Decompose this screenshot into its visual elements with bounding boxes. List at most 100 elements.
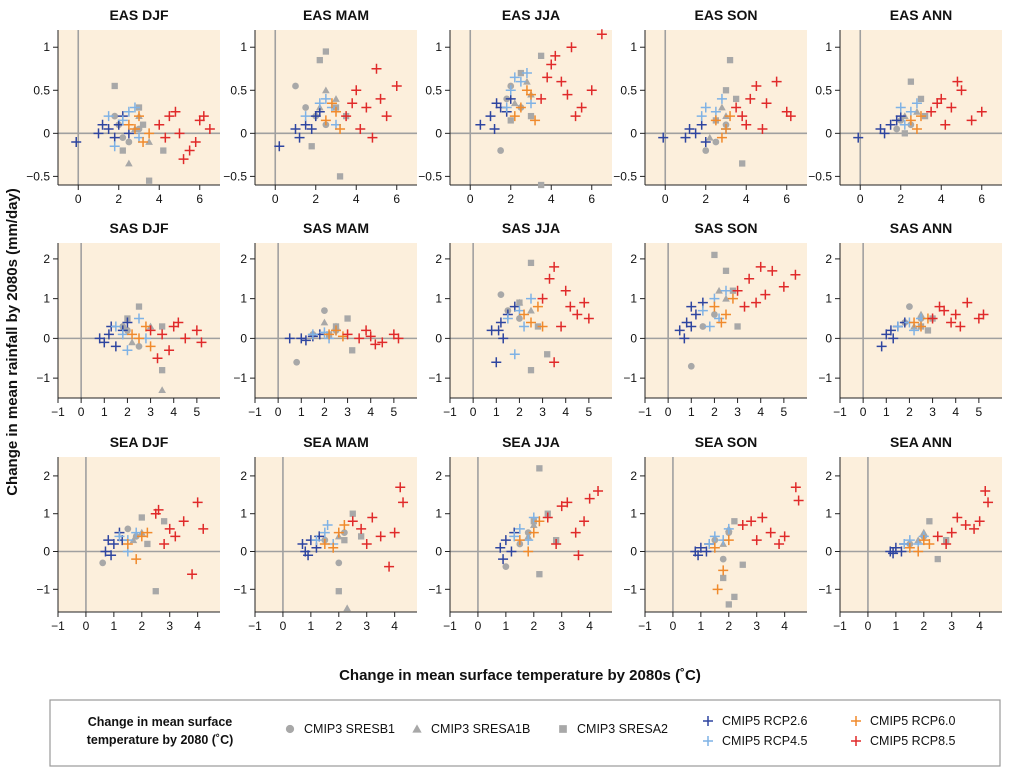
legend-marker (703, 716, 713, 726)
point-cmip5-rcp8-5 (731, 102, 742, 113)
point-cmip5-rcp4-5 (311, 535, 322, 546)
panel-sas-jja: SAS JJA −1 0 1 2 3 4 5 −1 0 1 2 (428, 220, 612, 419)
point-cmip5-rcp2-6 (879, 128, 890, 139)
point-cmip5-rcp6-0 (122, 538, 133, 549)
x-tick-label: 6 (978, 192, 985, 206)
panel-title: EAS MAM (303, 7, 369, 23)
panel-grid: EAS DJF 0 2 4 6 −0.5 0 0.5 1 EAS MAM 0 2 4 6 −0.5 0 0.5 1… (26, 7, 1002, 633)
x-tick-label: 3 (147, 405, 154, 419)
point-cmip5-rcp2-6 (686, 321, 697, 332)
y-axis-label: Change in mean rainfall by 2080s (mm/day… (4, 188, 21, 496)
point-cmip5-rcp8-5 (192, 497, 203, 508)
point-cmip5-rcp8-5 (955, 321, 966, 332)
y-tick-label: 1 (630, 507, 637, 521)
point-cmip5-rcp8-5 (932, 531, 943, 542)
x-tick-label: 0 (75, 192, 82, 206)
y-tick-label: 2 (825, 252, 832, 266)
plot-area (645, 243, 807, 398)
point-cmip5-rcp8-5 (389, 527, 400, 538)
point-cmip5-rcp8-5 (544, 273, 555, 284)
point-cmip3-sresa1b (705, 133, 714, 141)
point-cmip5-rcp2-6 (97, 119, 108, 130)
point-cmip5-rcp6-0 (509, 111, 520, 122)
point-cmip5-rcp4-5 (109, 141, 120, 152)
point-cmip5-rcp6-0 (537, 321, 548, 332)
point-cmip5-rcp4-5 (704, 321, 715, 332)
point-cmip5-rcp8-5 (584, 493, 595, 504)
point-cmip5-rcp6-0 (519, 309, 530, 320)
x-tick-label: 0 (467, 192, 474, 206)
x-tick-label: 2 (138, 619, 145, 633)
point-cmip5-rcp4-5 (899, 119, 910, 130)
point-cmip5-rcp8-5 (173, 317, 184, 328)
point-cmip5-rcp4-5 (322, 520, 333, 531)
point-cmip5-rcp8-5 (573, 550, 584, 561)
point-cmip3-sresa1b (722, 294, 730, 302)
point-cmip5-rcp4-5 (899, 538, 910, 549)
point-cmip5-rcp2-6 (475, 119, 486, 130)
point-cmip5-rcp4-5 (721, 285, 731, 296)
point-cmip5-rcp8-5 (744, 273, 755, 284)
point-cmip5-rcp6-0 (924, 538, 935, 549)
point-cmip5-rcp6-0 (337, 331, 348, 342)
point-cmip5-rcp8-5 (778, 281, 789, 292)
point-cmip5-rcp8-5 (596, 29, 607, 40)
point-cmip3-sresb1 (687, 362, 695, 370)
point-cmip3-sresa2 (507, 117, 514, 124)
point-cmip5-rcp8-5 (974, 516, 985, 527)
panel-title: SAS MAM (303, 220, 369, 236)
point-cmip5-rcp8-5 (765, 527, 776, 538)
y-tick-label: 0 (240, 126, 247, 140)
point-cmip5-rcp4-5 (709, 531, 720, 542)
panel-title: SEA MAM (303, 434, 369, 450)
point-cmip5-rcp8-5 (732, 285, 743, 296)
point-cmip5-rcp4-5 (129, 102, 140, 113)
panel-title: EAS DJF (109, 7, 169, 23)
point-cmip5-rcp6-0 (909, 317, 920, 328)
x-tick-label: 2 (897, 192, 904, 206)
point-cmip5-rcp2-6 (300, 335, 311, 346)
point-cmip5-rcp4-5 (509, 531, 520, 542)
point-cmip5-rcp4-5 (911, 98, 922, 109)
point-cmip5-rcp2-6 (300, 119, 311, 130)
point-cmip5-rcp8-5 (983, 497, 994, 508)
point-cmip5-rcp8-5 (152, 353, 163, 364)
y-tick-label: 0 (435, 126, 442, 140)
point-cmip5-rcp8-5 (198, 111, 209, 122)
point-cmip5-rcp6-0 (136, 531, 147, 542)
point-cmip5-rcp4-5 (320, 93, 331, 104)
point-cmip5-rcp2-6 (491, 98, 502, 109)
point-cmip5-rcp8-5 (969, 523, 980, 534)
x-tick-label: 3 (166, 619, 173, 633)
point-cmip5-rcp4-5 (696, 111, 707, 122)
point-cmip5-rcp4-5 (521, 68, 532, 79)
panel-title: EAS SON (694, 7, 757, 23)
y-tick-label: 2 (43, 252, 50, 266)
point-cmip5-rcp8-5 (542, 72, 553, 83)
point-cmip5-rcp6-0 (514, 535, 525, 546)
panel-title: SEA ANN (890, 434, 952, 450)
panel-title: SEA DJF (110, 434, 169, 450)
legend-marker (412, 724, 422, 733)
point-cmip5-rcp8-5 (926, 106, 937, 117)
x-tick-label: 3 (753, 619, 760, 633)
point-cmip5-rcp2-6 (100, 546, 111, 557)
x-tick-label: −1 (833, 619, 847, 633)
point-cmip3-sresb1 (302, 104, 309, 111)
point-cmip5-rcp6-0 (526, 317, 536, 328)
point-cmip5-rcp8-5 (187, 569, 198, 580)
x-tick-label: −1 (443, 619, 457, 633)
panel-sas-mam: SAS MAM −1 0 1 2 3 4 5 −1 0 1 2 (233, 220, 417, 419)
point-cmip5-rcp8-5 (370, 339, 381, 350)
point-cmip5-rcp6-0 (716, 132, 727, 143)
point-cmip5-rcp8-5 (956, 85, 967, 96)
point-cmip5-rcp6-0 (534, 516, 545, 527)
point-cmip5-rcp8-5 (381, 111, 392, 122)
point-cmip5-rcp4-5 (314, 98, 325, 109)
point-cmip5-rcp2-6 (679, 333, 690, 344)
point-cmip5-rcp6-0 (904, 542, 915, 553)
point-cmip5-rcp8-5 (570, 111, 581, 122)
point-cmip5-rcp2-6 (109, 132, 120, 143)
x-tick-label: −1 (51, 619, 65, 633)
point-cmip3-sresa2 (734, 323, 741, 330)
